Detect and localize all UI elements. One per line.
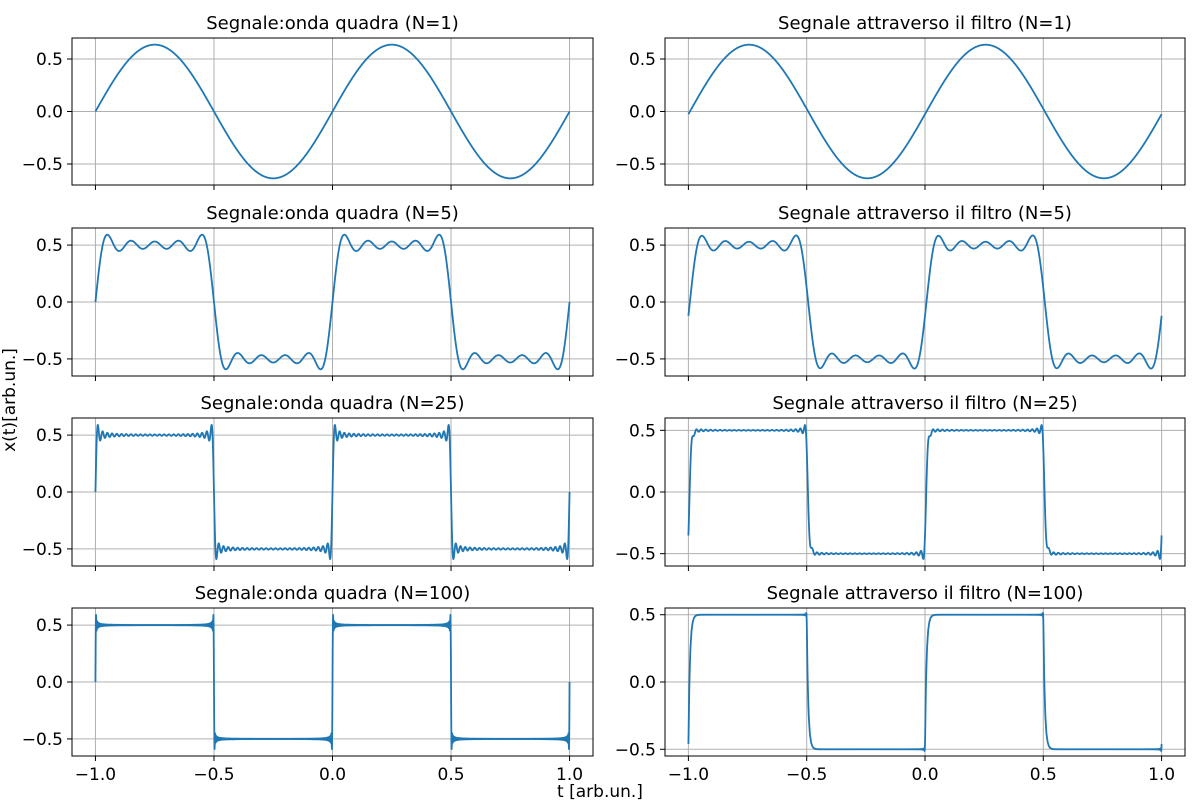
y-tick-label: −0.5 (615, 350, 656, 370)
y-tick-label: 0.5 (629, 606, 656, 626)
y-tick-label: 0.0 (629, 483, 656, 503)
y-tick-label: −0.5 (22, 730, 63, 750)
y-tick-label: 0.0 (629, 673, 656, 693)
y-tick-label: −0.5 (615, 740, 656, 760)
axes-frame (71, 607, 594, 757)
subplot-signal-n100: Segnale:onda quadra (N=100) −1.0 −0.5 0.0 0.… (22, 583, 594, 785)
y-tick-label: −0.5 (22, 540, 63, 560)
series-line (94, 43, 571, 180)
series-line (94, 423, 571, 561)
y-tick-label: 0.5 (629, 50, 656, 70)
subplot-title: Segnale:onda quadra (N=25) (200, 393, 464, 414)
subplot-title: Segnale attraverso il filtro (N=25) (772, 393, 1077, 414)
axes-frame (71, 417, 594, 567)
series-line (687, 424, 1163, 560)
y-tick-label: 0.0 (629, 293, 656, 313)
axes-frame (664, 607, 1186, 757)
y-tick-label: −0.5 (22, 350, 63, 370)
x-tick-label: 0.5 (1030, 765, 1057, 785)
y-axis-label: x(t)[arb.un.] (0, 348, 20, 452)
x-tick-label: 0.5 (438, 765, 465, 785)
y-tick-label: −0.5 (615, 545, 656, 565)
y-tick-label: 0.5 (36, 236, 63, 256)
axes-frame (71, 227, 594, 377)
x-tick-label: −0.5 (786, 765, 827, 785)
subplot-title: Segnale:onda quadra (N=100) (195, 583, 471, 604)
subplot-signal-n25: Segnale:onda quadra (N=25) 0.5 0.0 −0.5 (22, 393, 594, 571)
y-tick-label: −0.5 (22, 155, 63, 175)
subplot-title: Segnale attraverso il filtro (N=5) (778, 203, 1072, 224)
axes-frame (664, 37, 1186, 186)
subplot-signal-n5: Segnale:onda quadra (N=5) 0.5 0.0 −0.5 (22, 203, 594, 381)
y-tick-label: 0.5 (36, 616, 63, 636)
y-tick-label: 0.0 (36, 103, 63, 123)
subplot-filtered-n25: Segnale attraverso il filtro (N=25) 0.5 0.… (615, 393, 1186, 571)
axes-frame (664, 417, 1186, 567)
y-tick-label: 0.5 (629, 421, 656, 441)
y-tick-label: −0.5 (615, 155, 656, 175)
subplot-title: Segnale:onda quadra (N=1) (206, 13, 459, 34)
axes-frame (664, 227, 1186, 377)
y-tick-label: 0.5 (629, 236, 656, 256)
x-tick-label: 0.0 (319, 765, 346, 785)
x-tick-label: −1.0 (668, 765, 709, 785)
subplot-signal-n1: Segnale:onda quadra (N=1) 0.5 0.0 −0.5 (22, 13, 594, 190)
y-tick-label: 0.5 (36, 50, 63, 70)
x-tick-label: 0.0 (911, 765, 938, 785)
x-tick-label: −0.5 (193, 765, 234, 785)
subplot-filtered-n5: Segnale attraverso il filtro (N=5) 0.5 0.0… (615, 203, 1186, 381)
subplot-filtered-n1: Segnale attraverso il filtro (N=1) 0.5 0.0… (615, 13, 1186, 190)
x-tick-label: 1.0 (1148, 765, 1175, 785)
subplot-filtered-n100: Segnale attraverso il filtro (N=100) −1.0… (615, 583, 1186, 785)
series-line (687, 612, 1163, 752)
x-tick-label: −1.0 (75, 765, 116, 785)
x-axis-label: t [arb.un.] (557, 782, 643, 800)
subplot-title: Segnale attraverso il filtro (N=1) (778, 13, 1072, 34)
y-tick-label: 0.0 (36, 293, 63, 313)
series-line (687, 234, 1163, 370)
y-tick-label: 0.5 (36, 426, 63, 446)
subplot-title: Segnale:onda quadra (N=5) (206, 203, 459, 224)
series-line (94, 233, 571, 371)
y-tick-label: 0.0 (36, 483, 63, 503)
series-line (687, 43, 1163, 180)
axes-frame (71, 37, 594, 186)
x-tick-label: 1.0 (556, 765, 583, 785)
subplot-grid: Segnale:onda quadra (N=1)0.50.0−0.5Segna… (22, 13, 1186, 785)
y-tick-label: 0.0 (629, 103, 656, 123)
subplot-title: Segnale attraverso il filtro (N=100) (767, 583, 1084, 604)
y-tick-label: 0.0 (36, 673, 63, 693)
series-line (94, 613, 571, 751)
